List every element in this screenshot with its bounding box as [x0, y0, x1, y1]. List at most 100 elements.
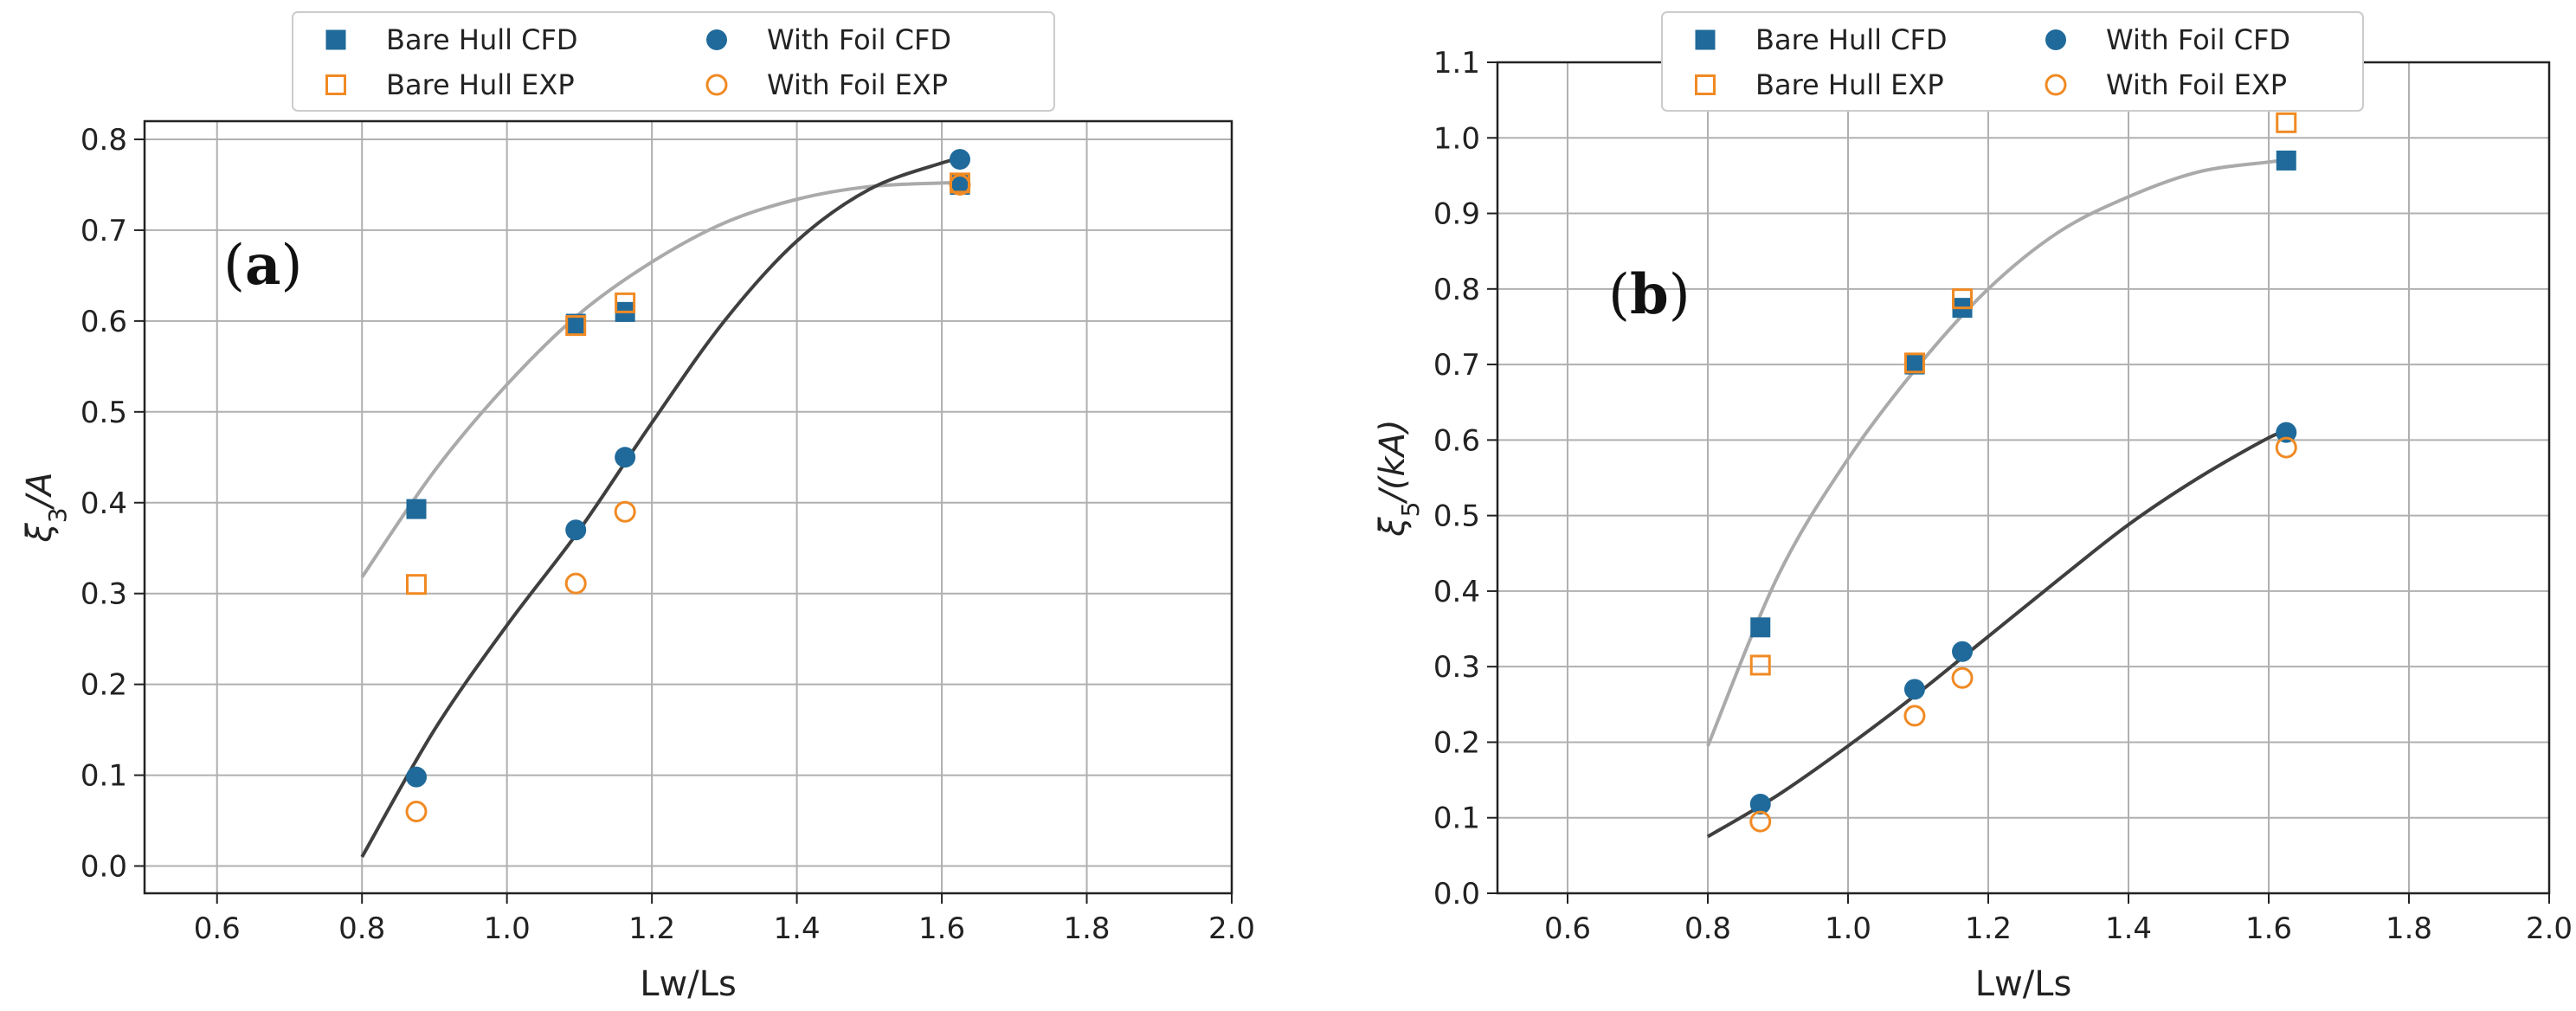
- x-tick-label: 0.8: [338, 911, 385, 946]
- legend-label: With Foil CFD: [2106, 23, 2290, 56]
- legend: Bare Hull CFD With Foil CFD Bare Hull EXP W…: [1661, 11, 2364, 112]
- x-tick-label: 1.0: [484, 911, 531, 946]
- x-tick-label: 1.4: [774, 911, 821, 946]
- data-point: [2276, 112, 2297, 133]
- panel-label: (a): [223, 233, 302, 298]
- y-tick-label: 0.8: [1433, 273, 1480, 307]
- data-point: [406, 574, 427, 596]
- series-with-foil-exp: [1749, 436, 2297, 833]
- legend-marker: [325, 29, 346, 50]
- series-bare-hull-exp: [1749, 112, 2297, 676]
- y-tick-label: 0.5: [1433, 499, 1480, 534]
- x-tick-label: 1.6: [918, 911, 965, 946]
- y-tick-label: 0.7: [1433, 348, 1480, 383]
- legend-marker: [706, 29, 727, 50]
- y-tick-label: 1.1: [1433, 46, 1480, 80]
- series-with-foil-cfd: [406, 149, 970, 788]
- data-point: [406, 766, 427, 788]
- chart-panel-b: 0.6 0.8 1.0 1.2 1.4 1.6 1.8 2.0 0.0 0.1 0.2 0.3 0.4 0…: [1373, 11, 2573, 1004]
- x-tick-label: 1.8: [1063, 911, 1110, 946]
- y-tick-label: 0.4: [80, 486, 127, 521]
- y-axis-label: ξ3/A: [20, 473, 72, 544]
- y-axis-label: ξ5/(kA): [1373, 419, 1425, 537]
- x-tick-label: 1.2: [1965, 911, 2012, 946]
- series-bare-hull-exp: [406, 172, 970, 596]
- y-tick-label: 0.7: [80, 214, 127, 248]
- data-point: [1951, 666, 1974, 689]
- series-bare-hull-cfd: [406, 174, 970, 519]
- y-tick-label: 0.0: [1433, 877, 1480, 911]
- grid: [1497, 61, 2550, 894]
- legend-marker: [2045, 29, 2066, 50]
- y-tick-label: 0.9: [1433, 197, 1480, 232]
- data-point: [406, 499, 427, 519]
- x-axis-label: Lw/Ls: [1975, 964, 2072, 1004]
- x-tick-label: 0.6: [1544, 911, 1591, 946]
- chart-panel-a: 0.6 0.8 1.0 1.2 1.4 1.6 1.8 2.0 0.0 0.1 0.2 0.3 0.4 0…: [20, 11, 1255, 1004]
- data-point: [564, 572, 587, 595]
- legend-box: [1661, 11, 2364, 112]
- data-point: [1903, 705, 1926, 727]
- x-tick-label: 1.2: [628, 911, 675, 946]
- data-point: [1952, 641, 1974, 662]
- y-tick-label: 0.1: [80, 759, 127, 794]
- legend-label: Bare Hull EXP: [1755, 68, 1944, 101]
- with-foil-fit-curve: [360, 158, 961, 859]
- y-tick-label: 0.3: [80, 577, 127, 612]
- plot-frame: [143, 119, 1233, 895]
- data-point: [2276, 422, 2297, 443]
- legend-label: With Foil EXP: [2106, 68, 2287, 101]
- legend-label: With Foil CFD: [767, 23, 951, 56]
- data-point: [565, 313, 586, 334]
- y-tick-label: 0.0: [80, 850, 127, 885]
- y-tick-label: 0.8: [80, 123, 127, 158]
- data-point: [1952, 288, 1974, 310]
- legend-box: [292, 11, 1055, 112]
- data-point: [405, 801, 428, 823]
- data-point: [614, 500, 636, 523]
- data-point: [2276, 150, 2296, 171]
- data-point: [1749, 654, 1771, 676]
- data-point: [1903, 679, 1925, 700]
- y-tick-label: 0.6: [1433, 423, 1480, 458]
- x-tick-label: 1.6: [2245, 911, 2292, 946]
- x-tick-label: 1.8: [2386, 911, 2432, 946]
- legend: Bare Hull CFD With Foil CFD Bare Hull EXP W…: [292, 11, 1055, 112]
- data-point: [1749, 810, 1772, 833]
- legend-marker: [1695, 74, 1716, 95]
- series-bare-hull-cfd: [1750, 150, 2296, 638]
- series-with-foil-exp: [405, 173, 971, 823]
- y-tick-label: 0.2: [1433, 725, 1480, 760]
- legend-label: Bare Hull CFD: [1755, 23, 1948, 56]
- data-point: [615, 292, 636, 313]
- data-point: [1904, 354, 1925, 375]
- y-tick-label: 1.0: [1433, 121, 1480, 156]
- legend-marker: [1695, 29, 1716, 50]
- x-tick-label: 0.6: [194, 911, 241, 946]
- x-tick-label: 1.0: [1825, 911, 1871, 946]
- data-point: [1750, 617, 1771, 638]
- data-point: [565, 315, 587, 337]
- bare-hull-fit-curve: [360, 181, 961, 578]
- grid: [145, 121, 1233, 893]
- x-tick-label: 2.0: [2526, 911, 2573, 946]
- x-tick-label: 2.0: [1208, 911, 1255, 946]
- legend-marker: [2045, 74, 2067, 96]
- x-tick-label: 0.8: [1684, 911, 1731, 946]
- y-tick-label: 0.2: [80, 668, 127, 703]
- legend-label: With Foil EXP: [767, 68, 948, 101]
- legend-label: Bare Hull CFD: [386, 23, 578, 56]
- y-tick-label: 0.5: [80, 396, 127, 430]
- legend-marker: [325, 74, 346, 95]
- legend-label: Bare Hull EXP: [386, 68, 575, 101]
- plot-frame: [1496, 61, 2551, 895]
- data-point: [565, 519, 587, 541]
- data-point: [1903, 352, 1925, 374]
- legend-marker: [705, 74, 728, 96]
- y-tick-label: 0.1: [1433, 802, 1480, 836]
- panel-label: (b): [1608, 262, 1690, 327]
- data-point: [950, 149, 970, 171]
- x-tick-label: 1.4: [2105, 911, 2152, 946]
- data-point: [950, 174, 970, 195]
